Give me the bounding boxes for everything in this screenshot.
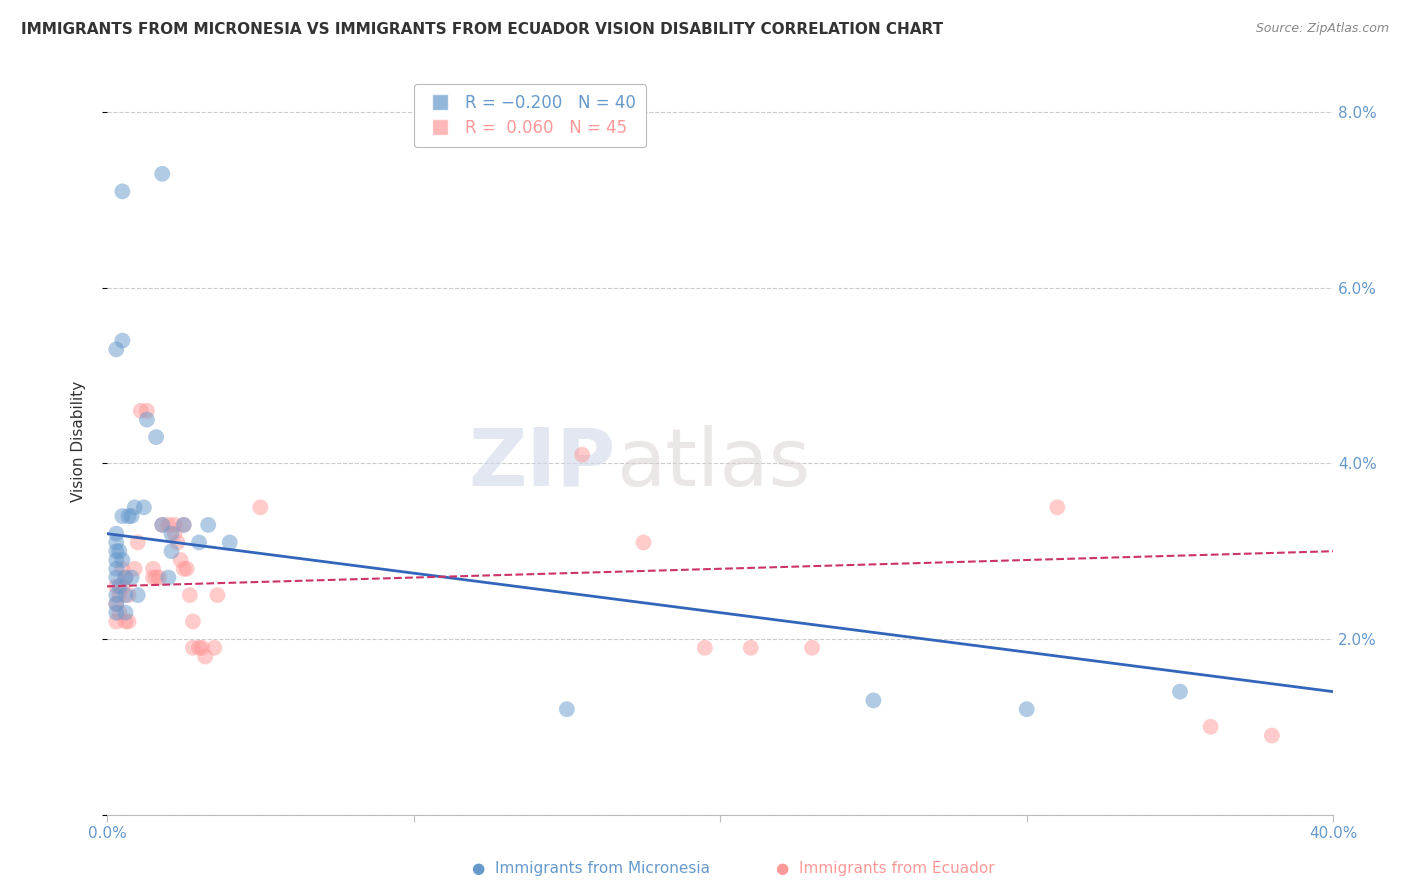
Point [105, 579, 128, 593]
Point [1168, 684, 1191, 698]
Point [132, 500, 155, 515]
Point [801, 640, 824, 655]
Point [111, 334, 134, 348]
Point [1261, 729, 1284, 743]
Point [105, 570, 128, 584]
Point [105, 526, 128, 541]
Text: IMMIGRANTS FROM MICRONESIA VS IMMIGRANTS FROM ECUADOR VISION DISABILITY CORRELAT: IMMIGRANTS FROM MICRONESIA VS IMMIGRANTS… [21, 22, 943, 37]
Point [150, 167, 173, 181]
Point [111, 562, 134, 576]
Point [571, 448, 593, 462]
Point [202, 640, 225, 655]
Point [111, 553, 134, 567]
Point [145, 570, 167, 584]
Point [166, 535, 188, 549]
Point [127, 535, 149, 549]
Text: atlas: atlas [616, 425, 810, 503]
Point [108, 606, 131, 620]
Point [191, 640, 214, 655]
Point [117, 509, 139, 524]
Point [108, 588, 131, 602]
Point [176, 562, 198, 576]
Point [169, 553, 191, 567]
Point [173, 562, 195, 576]
Point [124, 562, 146, 576]
Point [740, 640, 762, 655]
Point [105, 597, 128, 611]
Point [117, 615, 139, 629]
Point [111, 579, 134, 593]
Point [135, 404, 157, 418]
Point [108, 544, 131, 558]
Point [114, 570, 136, 584]
Point [1015, 702, 1038, 716]
Point [142, 570, 165, 584]
Point [1046, 500, 1069, 515]
Point [1199, 720, 1222, 734]
Point [105, 535, 128, 549]
Point [207, 588, 229, 602]
Point [150, 517, 173, 532]
Point [117, 588, 139, 602]
Text: ●  Immigrants from Ecuador: ● Immigrants from Ecuador [776, 861, 995, 876]
Point [129, 404, 152, 418]
Point [188, 640, 211, 655]
Point [105, 606, 128, 620]
Point [194, 649, 217, 664]
Point [108, 579, 131, 593]
Point [145, 430, 167, 444]
Point [218, 535, 240, 549]
Point [105, 343, 128, 357]
Point [633, 535, 655, 549]
Point [105, 553, 128, 567]
Point [111, 185, 134, 199]
Point [121, 509, 143, 524]
Point [105, 588, 128, 602]
Point [181, 640, 204, 655]
Point [121, 570, 143, 584]
Point [150, 517, 173, 532]
Text: ●  Immigrants from Micronesia: ● Immigrants from Micronesia [471, 861, 710, 876]
Y-axis label: Vision Disability: Vision Disability [72, 381, 86, 502]
Point [163, 517, 186, 532]
Point [124, 500, 146, 515]
Legend: R = −0.200   N = 40, R =  0.060   N = 45: R = −0.200 N = 40, R = 0.060 N = 45 [413, 85, 647, 147]
Point [127, 588, 149, 602]
Text: ZIP: ZIP [468, 425, 616, 503]
Point [111, 509, 134, 524]
Point [157, 517, 180, 532]
Point [135, 412, 157, 426]
Point [555, 702, 578, 716]
Point [105, 562, 128, 576]
Point [105, 597, 128, 611]
Point [114, 615, 136, 629]
Text: Source: ZipAtlas.com: Source: ZipAtlas.com [1256, 22, 1389, 36]
Point [173, 517, 195, 532]
Point [105, 615, 128, 629]
Point [188, 535, 211, 549]
Point [114, 570, 136, 584]
Point [142, 562, 165, 576]
Point [179, 588, 201, 602]
Point [157, 570, 180, 584]
Point [173, 517, 195, 532]
Point [160, 526, 183, 541]
Point [249, 500, 271, 515]
Point [105, 544, 128, 558]
Point [114, 588, 136, 602]
Point [197, 517, 219, 532]
Point [693, 640, 716, 655]
Point [181, 615, 204, 629]
Point [148, 570, 170, 584]
Point [163, 526, 186, 541]
Point [160, 544, 183, 558]
Point [114, 606, 136, 620]
Point [862, 693, 884, 707]
